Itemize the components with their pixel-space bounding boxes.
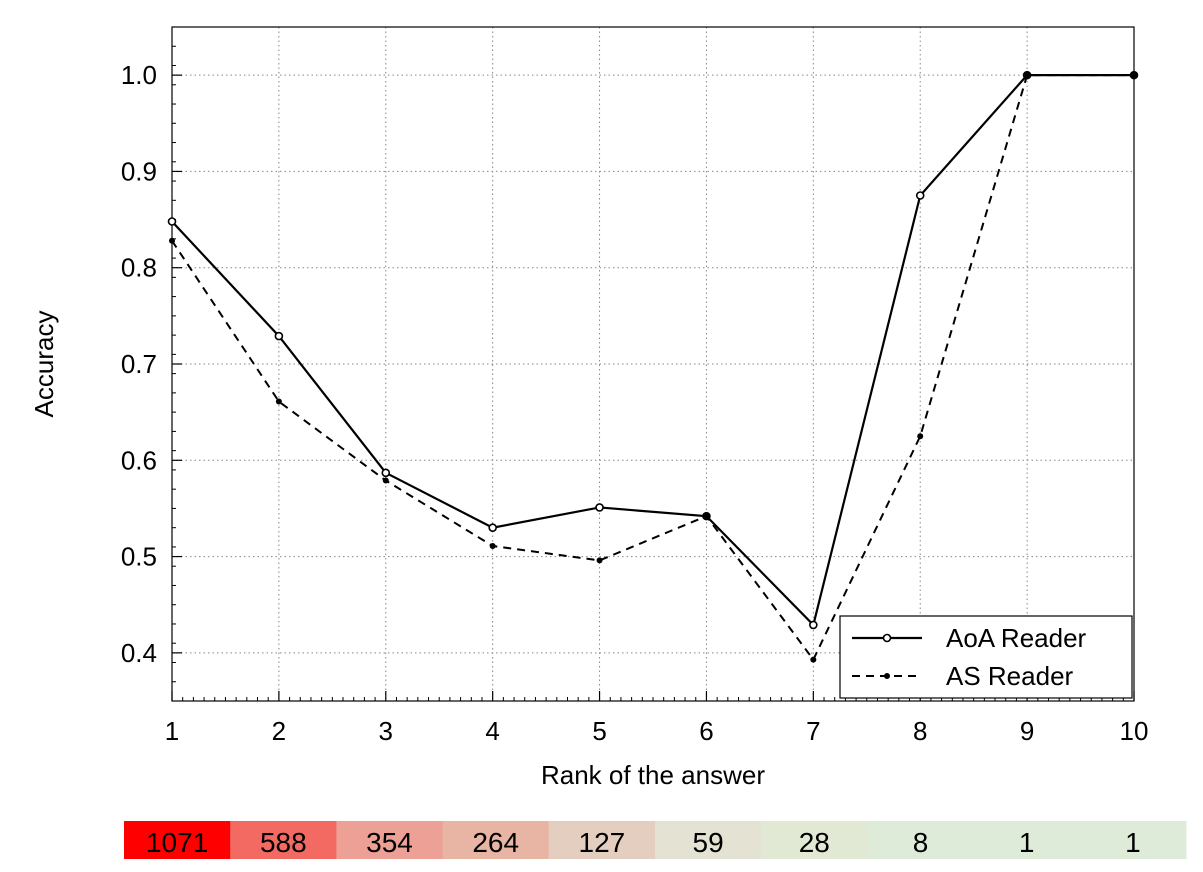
count-cell	[761, 821, 868, 859]
answer-count-strip: 1071 588 354 264 127 59 28 8 1 1	[124, 821, 1187, 859]
legend-marker-as-reader	[884, 673, 890, 679]
data-point-as-reader	[489, 542, 496, 549]
count-label: 588	[260, 827, 307, 858]
data-point-as-reader	[703, 513, 710, 520]
data-point-as-reader	[1024, 72, 1031, 79]
x-tick-label: 10	[1120, 716, 1149, 746]
series-line-aoa-reader	[171, 74, 1134, 628]
x-tick-label: 7	[806, 716, 820, 746]
data-point-aoa-reader	[809, 620, 818, 630]
count-cell	[548, 821, 656, 859]
count-label: 264	[472, 827, 519, 858]
count-cell	[442, 821, 550, 859]
x-tick-label: 8	[913, 716, 927, 746]
legend: AoA Reader AS Reader	[839, 615, 1133, 699]
count-label: 59	[693, 827, 724, 858]
x-axis-label: Rank of the answer	[541, 760, 765, 790]
count-cell	[230, 821, 337, 859]
legend-marker-aoa-reader	[882, 633, 892, 643]
data-point-aoa-reader	[915, 191, 925, 200]
y-tick-label: 0.7	[121, 349, 157, 379]
legend-box	[839, 615, 1133, 699]
series-lines	[167, 70, 1139, 663]
count-label: 127	[579, 827, 626, 858]
y-tick-label: 0.5	[121, 542, 157, 572]
count-label: 354	[366, 827, 413, 858]
data-point-as-reader	[1131, 72, 1137, 79]
data-point-aoa-reader	[167, 217, 177, 226]
y-tick-label: 0.6	[121, 445, 157, 475]
data-point-as-reader	[275, 398, 282, 405]
y-tick-label: 0.4	[121, 638, 157, 668]
x-tick-label: 3	[379, 716, 393, 746]
x-tick-label: 5	[592, 716, 606, 746]
count-label: 1	[1019, 827, 1035, 858]
data-point-as-reader	[382, 477, 389, 484]
count-cell	[124, 821, 231, 859]
data-point-aoa-reader	[274, 331, 284, 341]
plot-area-frame	[171, 26, 1135, 702]
count-label: 28	[799, 827, 830, 858]
data-point-as-reader	[596, 557, 603, 564]
data-point-as-reader	[917, 433, 924, 440]
data-point-aoa-reader	[488, 523, 497, 532]
y-tick-label: 0.9	[121, 156, 157, 186]
count-cell	[973, 821, 1081, 859]
count-cell	[1079, 821, 1187, 859]
count-cell	[655, 821, 762, 859]
x-tick-label: 6	[699, 716, 713, 746]
count-label: 8	[913, 827, 929, 858]
y-tick-label: 0.8	[121, 253, 157, 283]
y-tick-label: 1.0	[121, 60, 157, 90]
legend-label-aoa-reader: AoA Reader	[946, 623, 1087, 653]
data-point-aoa-reader	[595, 503, 604, 512]
x-tick-label: 9	[1020, 716, 1034, 746]
count-cell	[867, 821, 975, 859]
grid-lines	[172, 27, 1134, 701]
data-point-as-reader	[810, 656, 817, 663]
legend-label-as-reader: AS Reader	[946, 661, 1074, 691]
data-point-aoa-reader	[381, 468, 391, 478]
y-axis-label: Accuracy	[29, 311, 59, 418]
x-tick-label: 1	[165, 716, 179, 746]
count-label: 1071	[146, 827, 208, 858]
series-line-as-reader	[171, 74, 1134, 662]
x-tick-label: 2	[272, 716, 286, 746]
count-cell	[336, 821, 444, 859]
tick-labels: 1 2 3 4 5 6 7 8 9 10 0.4 0.5 0.6 0.7 0.8 0.9 1.0	[121, 60, 1149, 746]
x-tick-label: 4	[485, 716, 499, 746]
data-point-as-reader	[169, 237, 175, 244]
count-label: 1	[1125, 827, 1141, 858]
